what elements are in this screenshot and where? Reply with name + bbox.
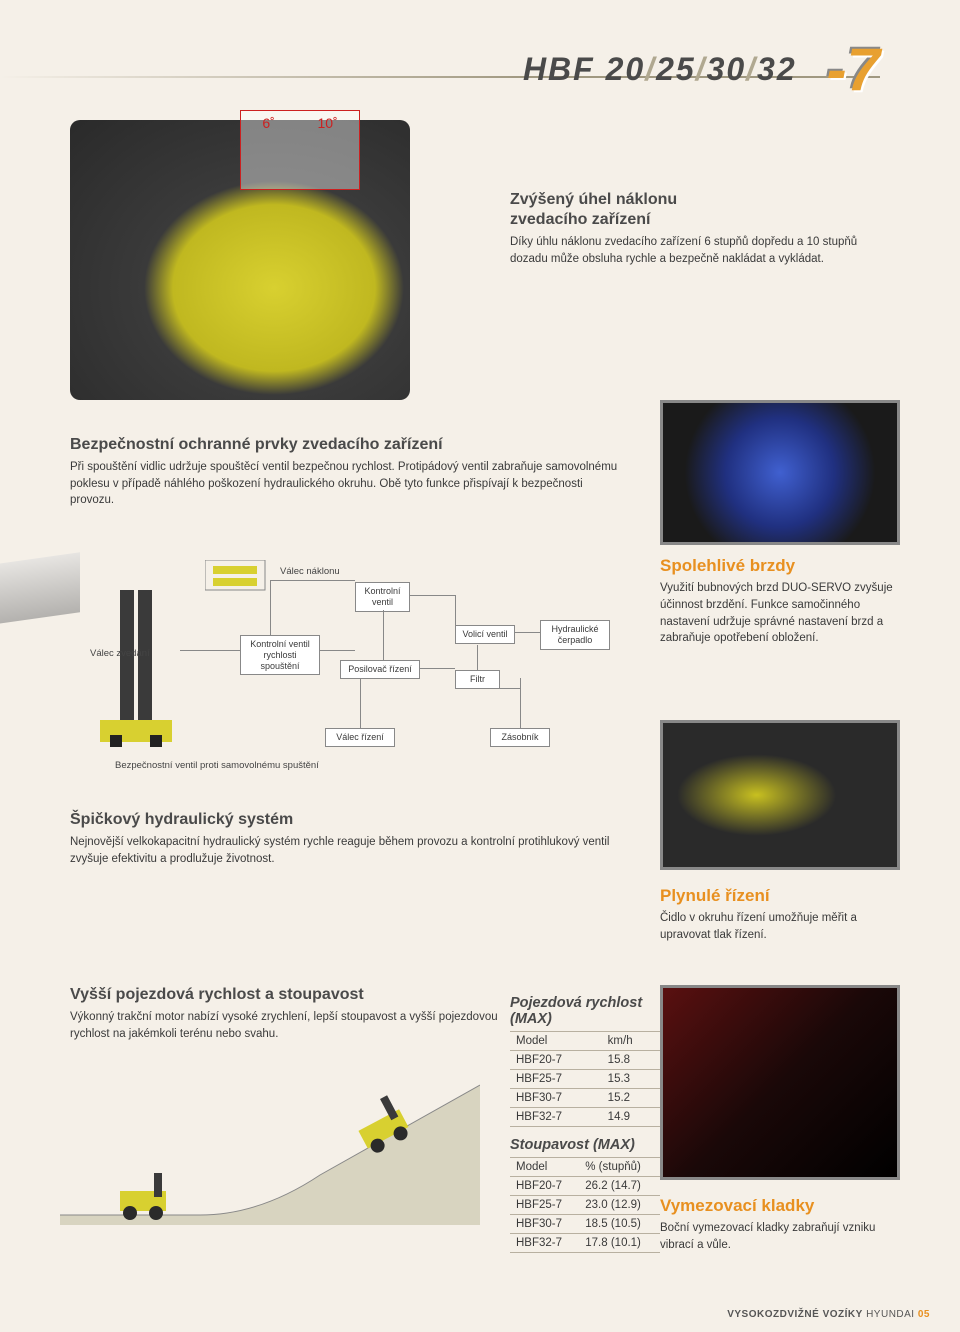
model-num: 32 <box>757 51 797 87</box>
diagram-node-control-valve: Kontrolní ventil <box>355 582 410 612</box>
feature-steering: Plynulé řízení Čidlo v okruhu řízení umo… <box>660 885 900 944</box>
feature-rollers-title: Vymezovací kladky <box>660 1195 900 1216</box>
diagram-node-booster: Posilovač řízení <box>340 660 420 679</box>
feature-tilt-title: Zvýšený úhel náklonu zvedacího zařízení <box>510 190 890 230</box>
angle-backward: 10˚ <box>317 115 337 131</box>
series-badge: -7 <box>827 35 880 104</box>
table-row: HBF30-718.5 (10.5) <box>510 1215 660 1234</box>
diagram-node-pump: Hydraulické čerpadlo <box>540 620 610 650</box>
feature-safety: Bezpečnostní ochranné prvky zvedacího za… <box>70 435 620 509</box>
diagram-fork-icon <box>205 560 275 610</box>
slope-illustration <box>60 1075 480 1225</box>
diagram-node-select-valve: Volicí ventil <box>455 625 515 644</box>
diagram-node-speed-valve: Kontrolní ventil rychlosti spouštění <box>240 635 320 675</box>
feature-speed: Vyšší pojezdová rychlost a stoupavost Vý… <box>70 985 500 1042</box>
model-prefix: HBF <box>523 51 595 87</box>
model-num: 25 <box>656 51 696 87</box>
feature-steering-title: Plynulé řízení <box>660 885 900 906</box>
table-row: HBF20-715.8 <box>510 1051 660 1070</box>
feature-hydraulic: Špičkový hydraulický systém Nejnovější v… <box>70 810 615 867</box>
angle-forward: 6˚ <box>262 115 274 131</box>
table-row: HBF32-714.9 <box>510 1108 660 1127</box>
diagram-node-filter: Filtr <box>455 670 500 689</box>
hero-forklift-image: 6˚ 10˚ <box>70 120 470 420</box>
table-row: HBF25-723.0 (12.9) <box>510 1196 660 1215</box>
image-battery-compartment <box>660 985 900 1180</box>
feature-tilt-body: Díky úhlu náklonu zvedacího zařízení 6 s… <box>510 234 890 267</box>
table-grade: Model% (stupňů) HBF20-726.2 (14.7) HBF25… <box>510 1157 660 1253</box>
tilt-angle-callout: 6˚ 10˚ <box>240 110 360 190</box>
table-speed: Modelkm/h HBF20-715.8 HBF25-715.3 HBF30-… <box>510 1031 660 1127</box>
col-model: Model <box>510 1032 602 1051</box>
feature-hydraulic-body: Nejnovější velkokapacitní hydraulický sy… <box>70 834 615 867</box>
model-title: HBF 20/25/30/32 <box>523 51 797 88</box>
feature-safety-title: Bezpečnostní ochranné prvky zvedacího za… <box>70 435 620 455</box>
table-row: HBF30-715.2 <box>510 1089 660 1108</box>
feature-brakes-title: Spolehlivé brzdy <box>660 555 900 576</box>
page-footer: VYSOKOZDVIŽNÉ VOZÍKY HYUNDAI 05 <box>727 1309 930 1320</box>
table-row: HBF25-715.3 <box>510 1070 660 1089</box>
table-speed-title: Pojezdová rychlost (MAX) <box>510 995 660 1027</box>
table-grade-title: Stoupavost (MAX) <box>510 1137 660 1153</box>
diagram-mast-icon <box>90 590 180 750</box>
table-row: HBF20-726.2 (14.7) <box>510 1177 660 1196</box>
feature-speed-body: Výkonný trakční motor nabízí vysoké zryc… <box>70 1009 500 1042</box>
footer-brand: HYUNDAI <box>866 1309 915 1320</box>
model-num: 20 <box>606 51 646 87</box>
decorative-fork-edge <box>0 552 80 627</box>
diagram-label-lift: Válec zvedání <box>90 648 150 659</box>
feature-speed-title: Vyšší pojezdová rychlost a stoupavost <box>70 985 500 1005</box>
table-row: HBF32-717.8 (10.1) <box>510 1234 660 1253</box>
diagram-node-steer-cyl: Válec řízení <box>325 728 395 747</box>
spec-tables: Pojezdová rychlost (MAX) Modelkm/h HBF20… <box>510 985 660 1253</box>
col-unit: % (stupňů) <box>579 1158 660 1177</box>
feature-steering-body: Čidlo v okruhu řízení umožňuje měřit a u… <box>660 910 900 943</box>
page-header: HBF 20/25/30/32 -7 <box>523 35 880 104</box>
hydraulic-diagram: Válec zvedání Válec náklonu Kontrolní ve… <box>90 560 630 780</box>
diagram-node-tank: Zásobník <box>490 728 550 747</box>
feature-brakes-body: Využití bubnových brzd DUO-SERVO zvyšuje… <box>660 580 900 647</box>
feature-tilt: Zvýšený úhel náklonu zvedacího zařízení … <box>510 190 890 267</box>
model-num: 30 <box>707 51 747 87</box>
image-tire <box>660 720 900 870</box>
diagram-label-tilt: Válec náklonu <box>280 566 340 577</box>
footer-label: VYSOKOZDVIŽNÉ VOZÍKY <box>727 1309 863 1320</box>
feature-hydraulic-title: Špičkový hydraulický systém <box>70 810 615 830</box>
feature-safety-body: Při spouštění vidlic udržuje spouštěcí v… <box>70 459 620 509</box>
image-brake-drum <box>660 400 900 545</box>
col-model: Model <box>510 1158 579 1177</box>
feature-brakes: Spolehlivé brzdy Využití bubnových brzd … <box>660 555 900 647</box>
feature-rollers: Vymezovací kladky Boční vymezovací kladk… <box>660 1195 900 1254</box>
diagram-caption: Bezpečnostní ventil proti samovolnému sp… <box>115 760 319 771</box>
feature-rollers-body: Boční vymezovací kladky zabraňují vzniku… <box>660 1220 900 1253</box>
col-unit: km/h <box>602 1032 660 1051</box>
footer-page: 05 <box>918 1309 930 1320</box>
